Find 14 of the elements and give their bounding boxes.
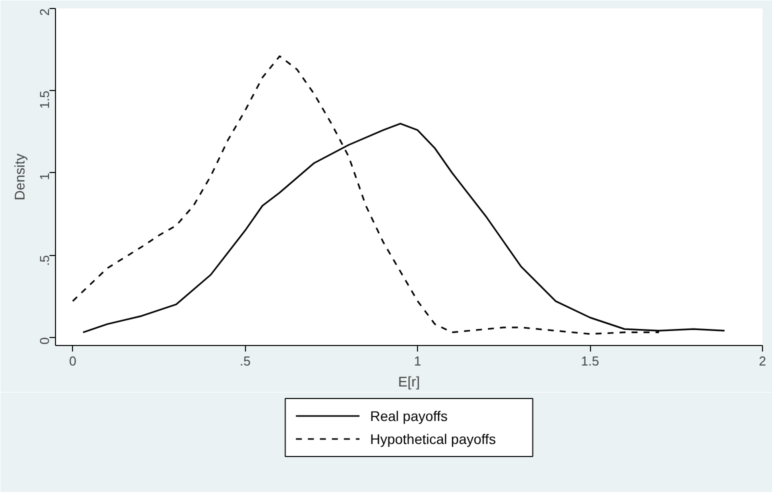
y-tick-label: 1.5	[37, 90, 52, 109]
y-tick-label: 1	[37, 172, 52, 180]
x-tick-label: .5	[240, 354, 251, 368]
y-tick-label: 0	[37, 337, 52, 345]
x-axis-title: E[r]	[398, 374, 420, 390]
y-tick-label: .5	[37, 255, 52, 266]
x-tick-label: 1.5	[581, 354, 600, 368]
y-tick-label: 2	[37, 8, 52, 16]
x-tick-label: 2	[758, 354, 766, 368]
x-tick-label: 1	[414, 354, 422, 368]
x-tick-label: 0	[69, 354, 76, 368]
legend-label: Real payoffs	[370, 408, 448, 424]
y-axis-title: Density	[12, 154, 28, 200]
legend-label: Hypothetical payoffs	[370, 431, 496, 447]
